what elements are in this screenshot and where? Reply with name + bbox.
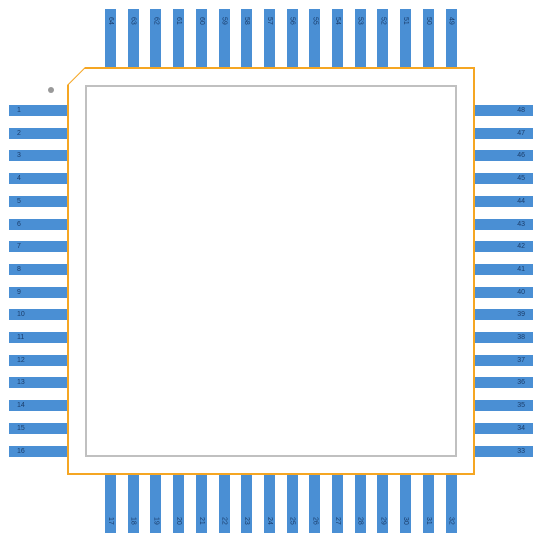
pin-38: 38 — [475, 332, 533, 343]
pin-56: 56 — [287, 9, 298, 67]
pin-37: 37 — [475, 355, 533, 366]
pin-52: 52 — [377, 9, 388, 67]
pin-15: 15 — [9, 423, 67, 434]
pin-2: 2 — [9, 128, 67, 139]
pin-6: 6 — [9, 219, 67, 230]
pin-45: 45 — [475, 173, 533, 184]
pin-31: 31 — [423, 475, 434, 533]
pin-7: 7 — [9, 241, 67, 252]
pin-57: 57 — [264, 9, 275, 67]
pin-60: 60 — [196, 9, 207, 67]
pin-49: 49 — [446, 9, 457, 67]
pin-17: 17 — [105, 475, 116, 533]
pin-61: 61 — [173, 9, 184, 67]
pin-32: 32 — [446, 475, 457, 533]
pin-48: 48 — [475, 105, 533, 116]
pin-50: 50 — [423, 9, 434, 67]
pin-30: 30 — [400, 475, 411, 533]
pin-27: 27 — [332, 475, 343, 533]
pin-39: 39 — [475, 309, 533, 320]
pin-16: 16 — [9, 446, 67, 457]
pin1-corner-notch — [67, 67, 91, 91]
pin-36: 36 — [475, 377, 533, 388]
pin-5: 5 — [9, 196, 67, 207]
pin-12: 12 — [9, 355, 67, 366]
pin-9: 9 — [9, 287, 67, 298]
pin-24: 24 — [264, 475, 275, 533]
pin-40: 40 — [475, 287, 533, 298]
pin-53: 53 — [355, 9, 366, 67]
chip-body-inner — [85, 85, 457, 457]
pin-44: 44 — [475, 196, 533, 207]
pin-29: 29 — [377, 475, 388, 533]
pin-11: 11 — [9, 332, 67, 343]
pin-19: 19 — [150, 475, 161, 533]
pin-54: 54 — [332, 9, 343, 67]
chip-package-diagram: 12345678910111213141516 4847464544434241… — [0, 0, 542, 542]
pin-55: 55 — [309, 9, 320, 67]
pin-23: 23 — [241, 475, 252, 533]
pin-13: 13 — [9, 377, 67, 388]
pin-43: 43 — [475, 219, 533, 230]
pin-3: 3 — [9, 150, 67, 161]
pin-47: 47 — [475, 128, 533, 139]
pin-58: 58 — [241, 9, 252, 67]
pin-28: 28 — [355, 475, 366, 533]
pin-62: 62 — [150, 9, 161, 67]
pin-34: 34 — [475, 423, 533, 434]
pin-4: 4 — [9, 173, 67, 184]
pin-21: 21 — [196, 475, 207, 533]
pin-26: 26 — [309, 475, 320, 533]
pin-41: 41 — [475, 264, 533, 275]
pin1-indicator-dot — [48, 87, 54, 93]
pin-22: 22 — [219, 475, 230, 533]
pin-14: 14 — [9, 400, 67, 411]
pin-51: 51 — [400, 9, 411, 67]
pin-59: 59 — [219, 9, 230, 67]
pin-33: 33 — [475, 446, 533, 457]
pin-42: 42 — [475, 241, 533, 252]
pin-10: 10 — [9, 309, 67, 320]
pin-18: 18 — [128, 475, 139, 533]
pin-1: 1 — [9, 105, 67, 116]
pin-20: 20 — [173, 475, 184, 533]
pin-25: 25 — [287, 475, 298, 533]
pin-8: 8 — [9, 264, 67, 275]
pin-35: 35 — [475, 400, 533, 411]
pin-46: 46 — [475, 150, 533, 161]
pin-64: 64 — [105, 9, 116, 67]
pin-63: 63 — [128, 9, 139, 67]
